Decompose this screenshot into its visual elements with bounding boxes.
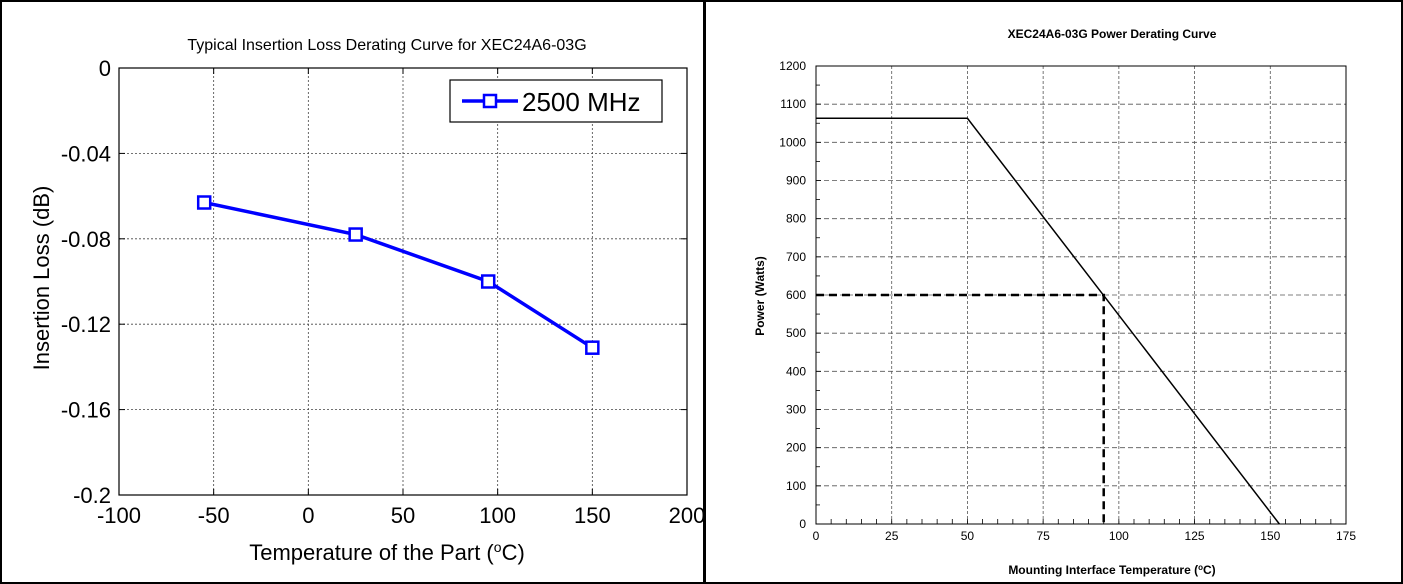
x-tick-label: 50 <box>391 503 415 528</box>
power-derating-y-axis-label: Power (Watts) <box>753 256 767 336</box>
insertion-loss-series <box>196 195 600 355</box>
legend-marker-sample <box>482 93 498 109</box>
y-tick-label: 1100 <box>780 97 806 111</box>
y-tick-label: -0.2 <box>73 483 111 508</box>
x-tick-label: 75 <box>1036 529 1050 543</box>
insertion-loss-y-axis-label: Insertion Loss (dB) <box>29 186 54 371</box>
power-derating-axis-ticks: 0 25 50 75 100 125 150 175 0 100 200 300 400 500 600 70… <box>779 59 1356 543</box>
x-tick-label: 150 <box>574 503 611 528</box>
y-tick-label: 700 <box>786 250 806 264</box>
x-tick-label: -100 <box>97 503 141 528</box>
data-point-marker <box>480 274 496 289</box>
x-tick-label: 25 <box>885 529 899 543</box>
x-tick-label: 0 <box>813 529 820 543</box>
data-point-marker <box>196 195 212 210</box>
y-tick-label: 900 <box>786 174 806 188</box>
y-tick-label: 600 <box>786 288 806 302</box>
insertion-loss-chart-panel: Typical Insertion Loss Derating Curve fo… <box>0 0 705 584</box>
y-tick-label: 0 <box>99 56 111 81</box>
y-tick-label: -0.04 <box>61 141 111 166</box>
legend-box <box>449 79 663 123</box>
insertion-loss-x-axis-label: Temperature of the Part (oC) <box>249 539 525 565</box>
x-tick-label: 125 <box>1185 529 1205 543</box>
y-tick-label: 0 <box>799 517 806 531</box>
power-derating-chart-panel: XEC24A6-03G Power Derating Curve 0 25 50 75… <box>704 0 1403 584</box>
data-point-marker <box>585 340 600 355</box>
x-tick-label: 50 <box>961 529 975 543</box>
x-tick-label: 100 <box>1109 529 1129 543</box>
power-derating-x-axis-label: Mounting Interface Temperature (oC) <box>1008 563 1215 578</box>
x-tick-label: 150 <box>1260 529 1280 543</box>
data-point-marker <box>348 227 363 242</box>
y-tick-label: 500 <box>786 326 806 340</box>
y-tick-label: -0.08 <box>61 227 111 252</box>
insertion-loss-chart-title: Typical Insertion Loss Derating Curve fo… <box>187 37 586 54</box>
insertion-loss-gridlines <box>119 68 687 495</box>
y-tick-label: 800 <box>786 212 806 226</box>
power-derating-line <box>816 117 1280 525</box>
x-tick-label: 0 <box>302 503 314 528</box>
power-derating-series <box>816 117 1280 525</box>
y-tick-label: 1200 <box>779 59 806 73</box>
legend-label: 2500 MHz <box>522 87 641 117</box>
power-derating-chart: XEC24A6-03G Power Derating Curve 0 25 50 75… <box>753 27 1356 578</box>
x-tick-label: 100 <box>479 503 516 528</box>
insertion-loss-legend: 2500 MHz <box>449 79 663 123</box>
y-tick-label: 100 <box>786 479 806 493</box>
y-tick-label: 1000 <box>779 135 806 149</box>
x-tick-label: -50 <box>198 503 230 528</box>
y-tick-label: 200 <box>786 441 806 455</box>
insertion-loss-axis-ticks: -100 -50 0 50 100 150 200 0 -0.04 -0.08 -0.12 -0.16… <box>61 56 703 528</box>
y-tick-label: 400 <box>786 364 806 378</box>
insertion-loss-chart: Typical Insertion Loss Derating Curve fo… <box>29 37 703 565</box>
power-derating-chart-title: XEC24A6-03G Power Derating Curve <box>1008 27 1217 41</box>
x-tick-label: 175 <box>1336 529 1356 543</box>
y-tick-label: 300 <box>786 403 806 417</box>
y-tick-label: -0.16 <box>61 398 111 423</box>
x-tick-label: 200 <box>669 503 703 528</box>
y-tick-label: -0.12 <box>61 312 111 337</box>
series-line-2500mhz <box>203 200 594 350</box>
